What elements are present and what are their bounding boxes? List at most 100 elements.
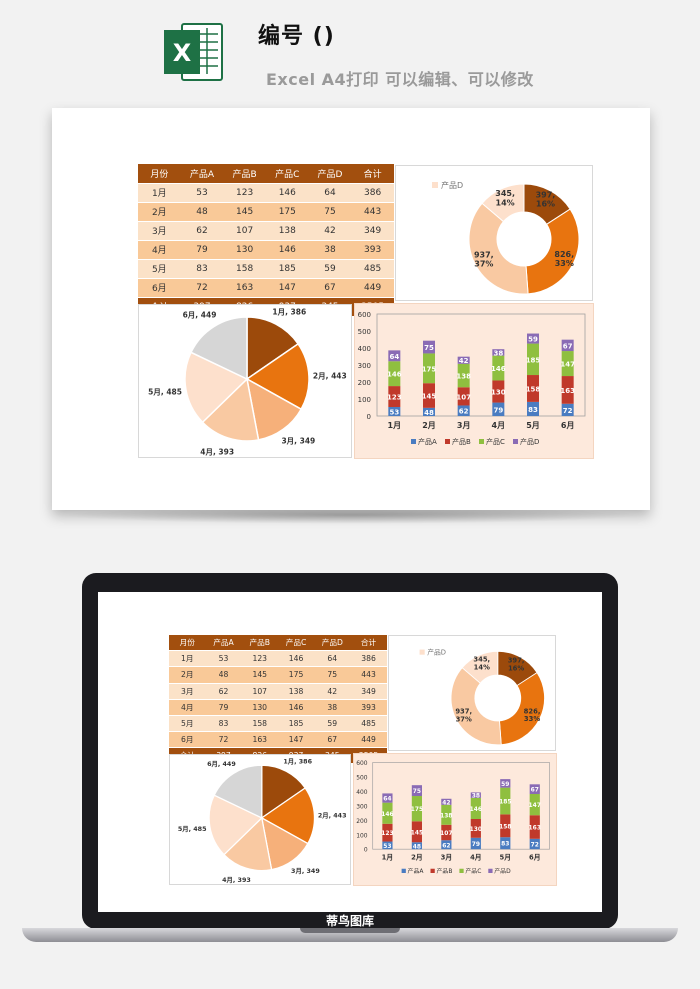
bar-chart-panel: 0 100 200 300 400 500 600 53 123 146 64 1月 48 145 175 7… <box>354 303 594 459</box>
y-tick-label: 400 <box>356 789 368 796</box>
table-cell: 175 <box>277 666 315 684</box>
legend-swatch <box>430 868 435 873</box>
bar-data-label: 83 <box>501 840 509 847</box>
bar-segment <box>529 793 540 815</box>
pie-chart-panel: 1月, 386 2月, 443 3月, 349 4月, 393 5月, 485 6月, 4… <box>138 304 352 458</box>
table-cell: 75 <box>308 202 352 222</box>
column-header: 产品C <box>277 634 315 652</box>
bar-data-label: 42 <box>459 357 469 365</box>
table-cell: 145 <box>223 202 266 222</box>
bar-data-label: 158 <box>526 385 541 393</box>
plot-frame <box>372 761 550 850</box>
bar-data-label: 38 <box>471 792 479 799</box>
bar-segment <box>423 340 435 354</box>
donut-chart-panel: 产品D 397, 16% 826, 33% 937, 37% 345, 14% <box>395 165 593 301</box>
column-header: 产品B <box>223 164 266 184</box>
bar-data-label: 147 <box>528 802 540 809</box>
bar-segment <box>470 797 481 819</box>
table-row: 2月 48 145 175 75 443 <box>169 666 387 684</box>
table-cell: 393 <box>350 699 387 716</box>
bar-data-label: 53 <box>389 408 399 416</box>
bar-data-label: 146 <box>469 806 481 813</box>
table-cell: 163 <box>223 278 266 298</box>
pie-data-label: 3月, 349 <box>291 866 320 874</box>
table-cell: 130 <box>241 699 278 716</box>
bar-segment <box>388 406 401 416</box>
bar-chart-panel: 0 100 200 300 400 500 600 53 123 146 64 1月 48 145 175 7… <box>352 752 557 886</box>
bar-segment <box>440 798 452 805</box>
legend-swatch <box>419 650 425 656</box>
table-cell: 138 <box>265 221 309 241</box>
bar-data-label: 75 <box>412 788 420 795</box>
bar-segment <box>529 838 540 849</box>
bar-segment <box>499 836 511 849</box>
table-row: 1月 53 123 146 64 386 <box>169 650 387 668</box>
bar-segment <box>527 333 539 344</box>
bar-data-label: 185 <box>499 798 511 805</box>
table-row: 6月 72 163 147 67 449 <box>169 731 387 749</box>
bar-data-label: 48 <box>424 409 434 417</box>
laptop-notch <box>300 928 400 933</box>
y-tick-label: 300 <box>356 803 368 810</box>
bar-segment <box>470 837 481 849</box>
bar-data-label: 146 <box>381 811 393 818</box>
donut-data-label: 345, 14% <box>495 189 515 207</box>
y-tick-label: 0 <box>364 846 368 853</box>
bar-data-label: 62 <box>459 408 469 416</box>
table-cell: 1月 <box>169 650 206 668</box>
pie-slice <box>213 764 263 819</box>
table-cell: 67 <box>314 731 351 749</box>
bar-data-label: 163 <box>528 824 540 831</box>
donut-chart: 产品D 397, 16% 826, 33% 937, 37% 345, 14% <box>419 648 545 746</box>
bar-segment <box>411 784 422 796</box>
column-header: 月份 <box>138 164 181 184</box>
legend-swatch <box>487 868 493 873</box>
legend-label: 产品A <box>407 867 424 875</box>
table-row: 3月 62 107 138 42 349 <box>169 683 387 700</box>
legend-label: 产品D <box>520 437 539 446</box>
bar-segment <box>527 343 539 376</box>
table-cell: 386 <box>350 650 387 668</box>
table-cell: 59 <box>308 259 352 279</box>
table-cell: 175 <box>265 202 309 222</box>
bar-segment <box>423 353 435 384</box>
table-cell: 4月 <box>138 240 181 260</box>
table-row: 5月 83 158 185 59 485 <box>138 259 394 279</box>
sheet-content: 月份 产品A 产品B 产品C 产品D 合计 1月 53 123 146 64 386 2月 48 145 17… <box>98 592 602 912</box>
page-subtitle: Excel A4打印 可以编辑、可以修改 <box>266 70 534 89</box>
table-cell: 449 <box>350 731 387 749</box>
bar-data-label: 163 <box>560 387 575 395</box>
bar-segment <box>492 402 505 416</box>
table-cell: 146 <box>265 240 309 260</box>
bar-segment <box>440 804 452 825</box>
y-tick-label: 500 <box>358 328 371 336</box>
donut-data-label: 397, 16% <box>507 657 524 673</box>
table-cell: 1月 <box>138 183 181 203</box>
table-cell: 146 <box>277 699 315 716</box>
bar-data-label: 175 <box>410 806 422 813</box>
bar-data-label: 83 <box>528 406 538 414</box>
pie-slice <box>190 316 248 381</box>
column-header: 产品C <box>265 164 309 184</box>
donut-data-label: 937, 37% <box>474 250 494 268</box>
bar-segment <box>529 784 540 794</box>
table-cell: 83 <box>180 259 224 279</box>
pie-slice <box>201 377 260 442</box>
bar-data-label: 138 <box>456 373 471 381</box>
bar-segment <box>499 814 511 837</box>
x-tick-label: 2月 <box>422 421 436 430</box>
table-cell: 107 <box>223 221 266 241</box>
bar-segment <box>457 405 470 416</box>
bar-segment <box>561 376 574 404</box>
legend-label: 产品B <box>452 437 471 446</box>
table-row: 5月 83 158 185 59 485 <box>169 715 387 732</box>
bar-data-label: 62 <box>442 842 450 849</box>
column-header: 合计 <box>350 634 387 652</box>
table-row: 3月 62 107 138 42 349 <box>138 221 394 241</box>
table-row: 1月 53 123 146 64 386 <box>138 183 394 203</box>
table-cell: 6月 <box>138 278 181 298</box>
bar-data-label: 75 <box>424 344 434 352</box>
pie-data-label: 5月, 485 <box>178 825 207 833</box>
donut-slice <box>525 208 580 295</box>
pie-chart-panel: 1月, 386 2月, 443 3月, 349 4月, 393 5月, 485 6月, 4… <box>169 753 352 885</box>
